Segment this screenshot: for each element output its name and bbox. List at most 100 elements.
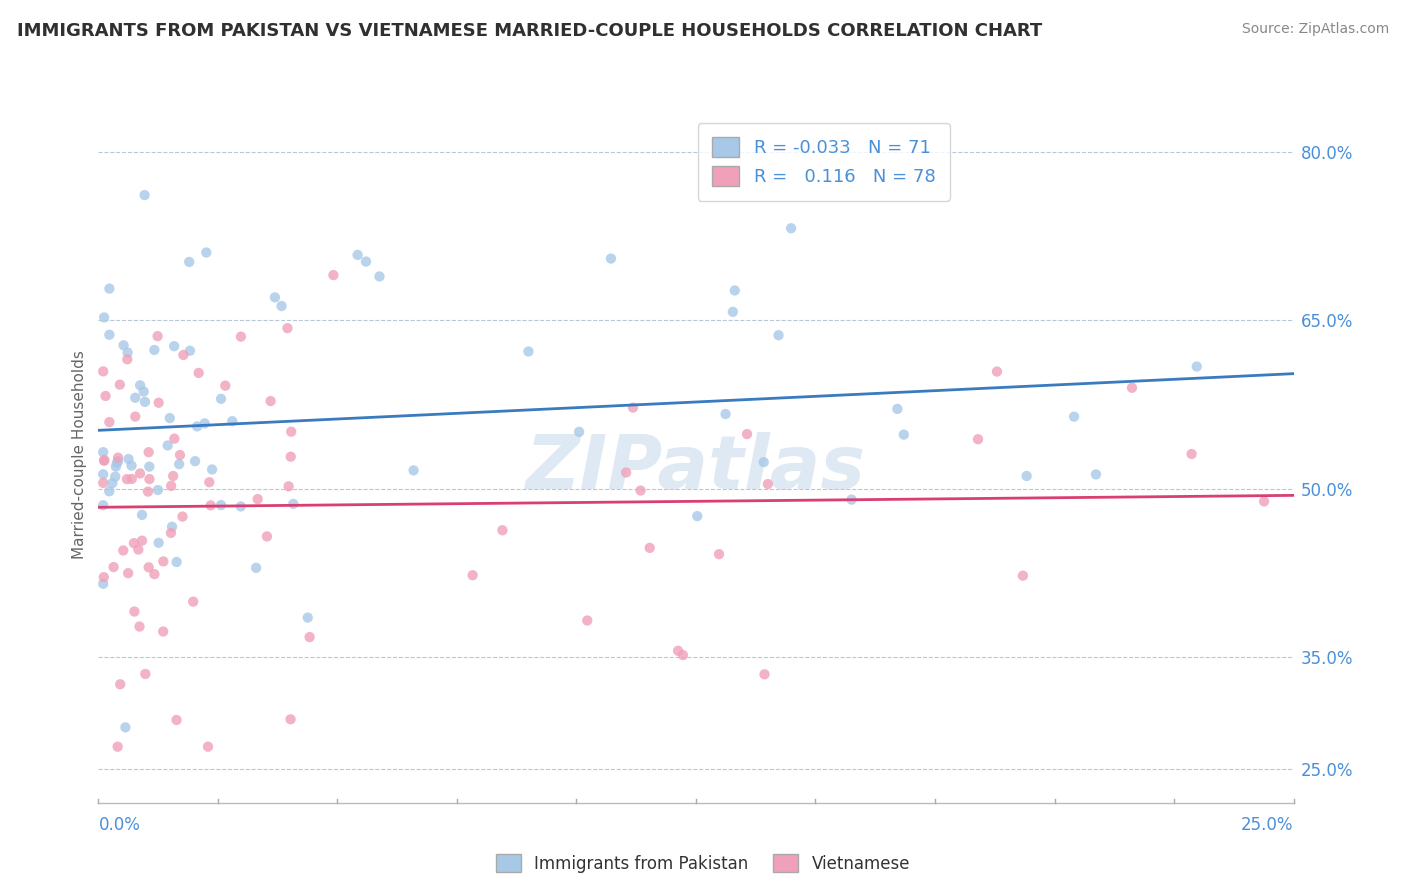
Point: [280, 450, 302, 464]
Point: [1121, 381, 1143, 395]
Point: [143, 567, 166, 582]
Point: [101, 476, 124, 491]
Point: [967, 432, 990, 446]
Point: [986, 365, 1008, 379]
Point: [186, 419, 208, 434]
Point: [138, 472, 160, 486]
Point: [110, 677, 132, 691]
Point: [245, 561, 267, 575]
Point: [893, 427, 915, 442]
Point: [1253, 494, 1275, 508]
Point: [160, 519, 183, 533]
Point: [163, 339, 186, 353]
Legend: Immigrants from Pakistan, Vietnamese: Immigrants from Pakistan, Vietnamese: [489, 847, 917, 880]
Point: [91, 445, 114, 459]
Point: [621, 401, 644, 415]
Point: [179, 343, 201, 358]
Point: [276, 321, 298, 335]
Point: [117, 352, 139, 367]
Point: [1181, 447, 1204, 461]
Point: [131, 508, 153, 522]
Point: [672, 648, 695, 662]
Point: [886, 401, 908, 416]
Point: [122, 536, 145, 550]
Point: [768, 328, 790, 343]
Point: [107, 739, 129, 754]
Point: [568, 425, 591, 439]
Point: [1084, 467, 1107, 482]
Point: [124, 605, 146, 619]
Point: [214, 378, 236, 392]
Point: [600, 252, 623, 266]
Point: [179, 255, 201, 269]
Point: [402, 463, 425, 477]
Point: [112, 543, 135, 558]
Point: [94, 389, 117, 403]
Point: [117, 452, 139, 467]
Legend: R = -0.033   N = 71, R =   0.116   N = 78: R = -0.033 N = 71, R = 0.116 N = 78: [697, 123, 950, 201]
Point: [156, 438, 179, 452]
Point: [198, 475, 221, 490]
Point: [160, 479, 183, 493]
Point: [756, 477, 779, 491]
Point: [221, 414, 243, 428]
Point: [162, 469, 184, 483]
Point: [172, 509, 194, 524]
Point: [143, 343, 166, 357]
Point: [160, 525, 183, 540]
Point: [98, 484, 121, 499]
Point: [280, 425, 302, 439]
Point: [209, 392, 232, 406]
Point: [1063, 409, 1085, 424]
Point: [124, 391, 146, 405]
Point: [131, 533, 153, 548]
Point: [1012, 568, 1035, 582]
Point: [322, 268, 344, 282]
Point: [283, 497, 305, 511]
Point: [298, 630, 321, 644]
Point: [138, 459, 160, 474]
Text: IMMIGRANTS FROM PAKISTAN VS VIETNAMESE MARRIED-COUPLE HOUSEHOLDS CORRELATION CHA: IMMIGRANTS FROM PAKISTAN VS VIETNAMESE M…: [17, 22, 1042, 40]
Point: [368, 269, 391, 284]
Point: [259, 394, 281, 409]
Point: [714, 407, 737, 421]
Point: [686, 509, 709, 524]
Point: [841, 492, 863, 507]
Point: [93, 310, 115, 325]
Point: [209, 498, 232, 512]
Point: [780, 221, 803, 235]
Point: [108, 377, 131, 392]
Point: [112, 338, 135, 352]
Point: [117, 345, 139, 359]
Text: Source: ZipAtlas.com: Source: ZipAtlas.com: [1241, 22, 1389, 37]
Point: [98, 282, 121, 296]
Point: [91, 467, 114, 482]
Point: [1185, 359, 1208, 374]
Point: [246, 492, 269, 507]
Point: [721, 305, 744, 319]
Point: [152, 554, 174, 568]
Point: [195, 245, 218, 260]
Point: [107, 454, 129, 468]
Point: [104, 459, 127, 474]
Point: [181, 594, 204, 608]
Point: [166, 713, 188, 727]
Point: [128, 619, 150, 633]
Point: [117, 566, 139, 581]
Point: [461, 568, 484, 582]
Point: [491, 523, 513, 537]
Point: [159, 411, 181, 425]
Point: [124, 409, 146, 424]
Point: [264, 290, 287, 304]
Point: [280, 712, 302, 726]
Point: [184, 454, 207, 468]
Point: [752, 455, 775, 469]
Point: [136, 484, 159, 499]
Point: [638, 541, 661, 555]
Point: [229, 500, 252, 514]
Point: [93, 453, 115, 467]
Point: [166, 555, 188, 569]
Point: [707, 547, 730, 561]
Point: [256, 529, 278, 543]
Point: [115, 472, 138, 486]
